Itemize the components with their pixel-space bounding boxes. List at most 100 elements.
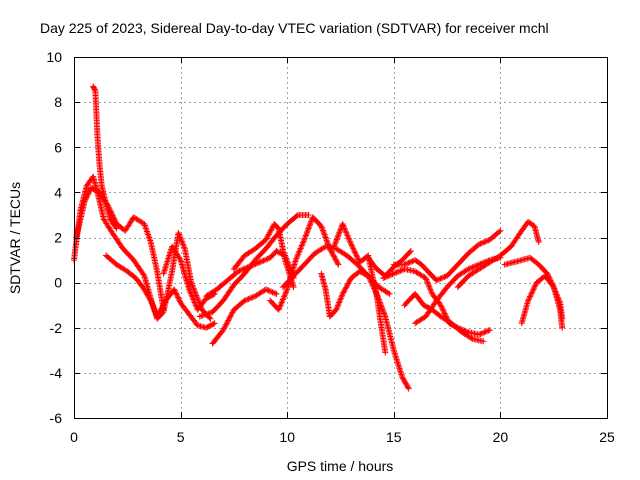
data-point xyxy=(344,232,351,239)
data-point xyxy=(150,304,157,311)
data-point xyxy=(384,273,391,280)
data-point xyxy=(347,239,354,246)
data-point xyxy=(259,258,266,265)
data-point xyxy=(466,265,473,272)
data-point xyxy=(201,311,208,318)
data-point xyxy=(337,295,344,302)
data-point xyxy=(336,229,343,236)
data-point xyxy=(222,322,229,329)
data-point xyxy=(476,331,483,338)
data-point xyxy=(554,292,561,299)
data-point xyxy=(405,384,412,391)
data-point xyxy=(108,209,115,216)
data-point xyxy=(91,86,98,93)
data-point xyxy=(150,303,157,310)
data-point xyxy=(155,310,162,317)
data-point xyxy=(406,249,413,256)
data-point xyxy=(484,328,491,335)
data-point xyxy=(264,255,271,262)
data-point xyxy=(175,295,182,302)
data-point xyxy=(293,255,300,262)
data-point xyxy=(478,330,485,337)
data-point xyxy=(440,309,447,316)
data-point xyxy=(290,284,297,291)
data-point xyxy=(343,229,350,236)
data-point xyxy=(345,280,352,287)
data-point xyxy=(441,273,448,280)
data-point xyxy=(400,375,407,382)
data-point xyxy=(304,228,311,235)
data-point xyxy=(468,264,475,271)
data-point xyxy=(143,226,150,233)
data-point xyxy=(147,297,154,304)
data-point xyxy=(441,310,448,317)
data-point xyxy=(257,258,264,265)
data-point xyxy=(392,270,399,277)
series-arc-06 xyxy=(209,286,280,347)
data-point xyxy=(198,312,205,319)
data-point xyxy=(473,262,480,269)
data-point xyxy=(156,308,163,315)
data-point xyxy=(302,233,309,240)
data-point xyxy=(485,327,492,334)
data-point xyxy=(318,224,325,231)
data-point xyxy=(110,214,117,221)
data-point xyxy=(381,312,388,319)
axis-ticks: 0 5 10 15 20 25 -6 -4 -2 0 2 4 6 8 10 xyxy=(46,49,615,445)
x-tick-label: 10 xyxy=(279,429,295,445)
data-point xyxy=(296,246,303,253)
data-point xyxy=(335,232,342,239)
data-point xyxy=(151,307,158,314)
data-point xyxy=(464,266,471,273)
data-point xyxy=(551,287,558,294)
data-point xyxy=(229,309,236,316)
y-tick-label: 4 xyxy=(54,184,62,200)
data-point xyxy=(480,239,487,246)
data-point xyxy=(486,327,493,334)
data-point xyxy=(245,263,252,270)
data-point xyxy=(354,255,361,262)
data-point xyxy=(331,242,338,249)
data-point xyxy=(173,291,180,298)
data-point xyxy=(144,291,151,298)
data-point xyxy=(148,300,155,307)
data-point xyxy=(348,242,355,249)
data-point xyxy=(551,285,558,292)
data-point xyxy=(263,235,270,242)
data-point xyxy=(176,255,183,262)
x-tick-label: 20 xyxy=(493,429,509,445)
data-point xyxy=(235,268,242,275)
data-point xyxy=(343,284,350,291)
y-tick-label: 6 xyxy=(54,139,62,155)
data-point xyxy=(482,238,489,245)
data-point xyxy=(346,236,353,243)
data-point xyxy=(178,238,185,245)
data-point xyxy=(381,274,388,281)
x-tick-label: 0 xyxy=(70,429,78,445)
data-point xyxy=(530,286,537,293)
y-tick-label: -6 xyxy=(50,410,63,426)
data-point xyxy=(397,267,404,274)
data-point xyxy=(267,227,274,234)
data-point xyxy=(528,290,535,297)
data-point xyxy=(526,294,533,301)
data-point xyxy=(173,290,180,297)
data-point xyxy=(192,302,199,309)
data-point xyxy=(275,306,282,313)
data-point xyxy=(477,330,484,337)
data-point xyxy=(160,301,167,308)
data-point xyxy=(256,259,263,266)
data-point xyxy=(147,296,154,303)
data-point xyxy=(438,275,445,282)
data-point xyxy=(244,264,251,271)
series-arc-11 xyxy=(279,243,393,297)
data-point xyxy=(269,224,276,231)
data-point xyxy=(304,226,311,233)
data-point xyxy=(332,240,339,247)
data-point xyxy=(341,225,348,232)
data-point xyxy=(156,309,163,316)
data-point xyxy=(532,282,539,289)
data-point xyxy=(305,211,312,218)
data-point xyxy=(555,297,562,304)
data-point xyxy=(426,285,433,292)
